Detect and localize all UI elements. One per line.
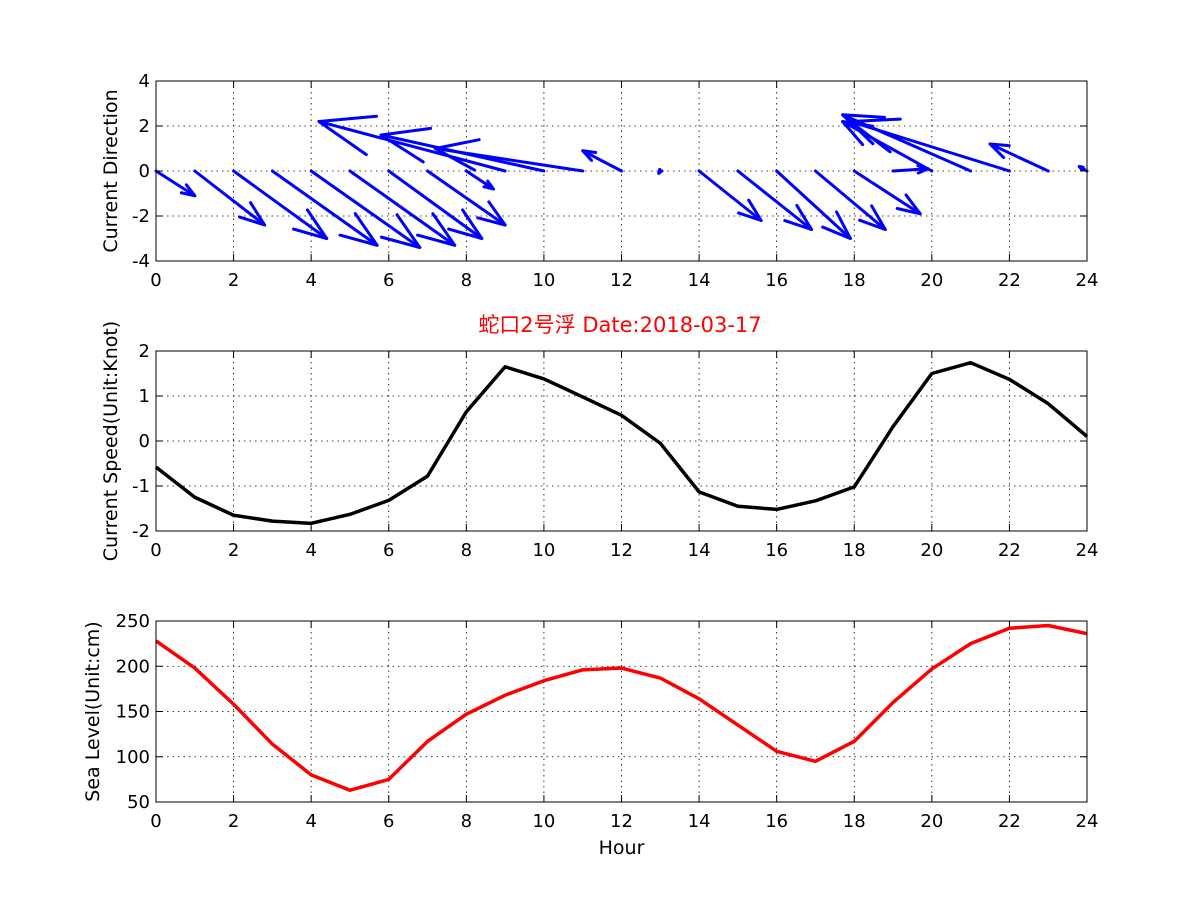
direction-xtick-label: 20 [920, 270, 943, 291]
sea-level-xtick-label: 14 [688, 811, 711, 832]
direction-arrow [697, 169, 763, 222]
speed-line [154, 360, 1089, 526]
sea-level-xtick-label: 8 [461, 811, 472, 832]
speed-ytick-label: 0 [139, 431, 150, 452]
sea-level-xtick-label: 0 [150, 811, 161, 832]
direction-arrow [232, 169, 329, 240]
direction-xtick-label: 4 [305, 270, 316, 291]
sea-level-axes-frame [155, 620, 1088, 803]
direction-arrow [154, 169, 197, 198]
speed-xtick-label: 10 [532, 540, 555, 561]
direction-xtick-label: 16 [765, 270, 788, 291]
speed-xtick-label: 16 [765, 540, 788, 561]
sea-level-xtick-label: 16 [765, 811, 788, 832]
speed-ytick-label: -1 [132, 476, 150, 497]
sea-level-xtick-label: 4 [305, 811, 316, 832]
speed-xtick-label: 8 [461, 540, 472, 561]
direction-xtick-label: 0 [150, 270, 161, 291]
sea-level-xtick-label: 24 [1076, 811, 1099, 832]
sea-level-xtick-label: 22 [998, 811, 1021, 832]
sea-level-xtick-label: 2 [228, 811, 239, 832]
direction-arrow [813, 169, 887, 231]
speed-xtick-label: 18 [843, 540, 866, 561]
direction-xtick-label: 2 [228, 270, 239, 291]
sea-level-ytick-label: 100 [116, 747, 150, 768]
direction-arrow [387, 169, 484, 240]
direction-xtick-label: 6 [383, 270, 394, 291]
speed-xtick-label: 20 [920, 540, 943, 561]
sea-level-xtick-label: 18 [843, 811, 866, 832]
speed-xtick-label: 24 [1076, 540, 1099, 561]
speed-xtick-label: 0 [150, 540, 161, 561]
direction-arrow [848, 117, 1011, 173]
direction-ytick-label: -2 [132, 206, 150, 227]
direction-xtick-label: 14 [688, 270, 711, 291]
speed-ylabel: Current Speed(Unit:Knot) [100, 321, 122, 561]
direction-xtick-label: 12 [610, 270, 633, 291]
direction-xtick-label: 24 [1076, 270, 1099, 291]
direction-arrow [736, 169, 814, 231]
speed-ytick-label: 1 [139, 386, 150, 407]
direction-arrow [348, 169, 457, 247]
sea-level-line [154, 623, 1088, 792]
direction-xtick-label: 22 [998, 270, 1021, 291]
speed-xtick-label: 2 [228, 540, 239, 561]
direction-arrow [775, 169, 852, 240]
speed-xtick-label: 4 [305, 540, 316, 561]
sea-level-xtick-label: 10 [532, 811, 555, 832]
direction-ytick-label: 2 [139, 116, 150, 137]
direction-xtick-label: 8 [461, 270, 472, 291]
direction-ytick-label: -4 [132, 251, 150, 272]
direction-ytick-label: 4 [139, 71, 150, 92]
direction-arrow [309, 169, 422, 249]
sea-level-xtick-label: 12 [610, 811, 633, 832]
speed-ytick-label: 2 [139, 341, 150, 362]
direction-xtick-label: 10 [532, 270, 555, 291]
speed-xtick-label: 22 [998, 540, 1021, 561]
direction-arrow [426, 169, 507, 227]
speed-xtick-label: 12 [610, 540, 633, 561]
direction-ytick-label: 0 [139, 161, 150, 182]
direction-arrow [841, 113, 973, 173]
direction-arrow [1077, 165, 1089, 173]
direction-arrow [270, 169, 379, 247]
direction-arrow [464, 169, 495, 191]
sea-level-ytick-label: 50 [127, 792, 150, 813]
figure-title: 蛇口2号浮 Date:2018-03-17 [478, 313, 761, 337]
direction-arrow [657, 167, 664, 175]
speed-xtick-label: 14 [688, 540, 711, 561]
direction-xtick-label: 18 [843, 270, 866, 291]
sea-level-ytick-label: 250 [116, 611, 150, 632]
sea-level-ylabel: Sea Level(Unit:cm) [82, 621, 104, 801]
sea-level-ytick-label: 200 [116, 656, 150, 677]
speed-xtick-label: 6 [383, 540, 394, 561]
direction-arrow [852, 169, 922, 216]
direction-arrow [317, 114, 507, 173]
sea-level-xtick-label: 20 [920, 811, 943, 832]
sea-level-xtick-label: 6 [383, 811, 394, 832]
sea-level-ytick-label: 150 [116, 702, 150, 723]
speed-ytick-label: -2 [132, 521, 150, 542]
sea-level-xlabel: Hour [599, 837, 645, 859]
direction-arrow [193, 169, 267, 227]
direction-ylabel: Current Direction [100, 89, 122, 252]
direction-arrow [581, 149, 623, 173]
speed-axes-frame [155, 350, 1088, 532]
direction-arrow [988, 142, 1050, 173]
direction-arrow [433, 138, 585, 173]
